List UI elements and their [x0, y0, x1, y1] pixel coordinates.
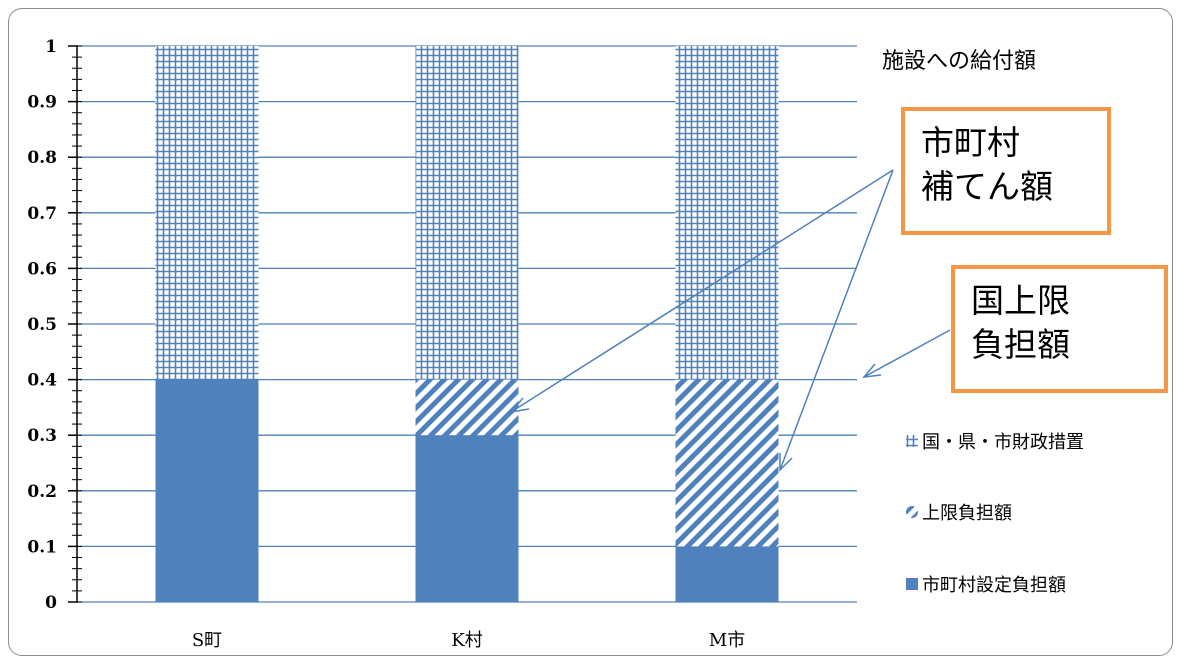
y-axis: [68, 45, 82, 603]
legend-swatch: [906, 578, 918, 590]
arrowhead-callout1-to-k: [509, 397, 530, 414]
y-tick-label: 0.7: [27, 204, 57, 224]
y-tick-label: 0.9: [27, 93, 57, 113]
y-tick-label: 0.8: [27, 148, 57, 168]
bar-segment: [675, 546, 779, 602]
x-category-label: S町: [192, 630, 222, 651]
callout1-line2: 補てん額: [921, 167, 1053, 206]
y-tick-labels: 0 0.1 0.2 0.3 0.4 0.5 0.6 0.7 0.8 0.9 1: [27, 37, 57, 613]
y-tick-label: 0.4: [27, 371, 57, 391]
callout-municipal-subsidy: 市町村 補てん額: [901, 107, 1111, 235]
bar-segment: [415, 435, 519, 602]
y-tick-label: 0.5: [27, 315, 57, 335]
legend-label: 上限負担額: [922, 503, 1012, 524]
bar-segment: [155, 379, 259, 602]
arrowhead-callout2: [862, 363, 882, 378]
arrow-callout1-to-m: [779, 169, 894, 471]
x-category-label: M市: [709, 630, 745, 651]
arrowhead-callout1-to-m: [779, 453, 793, 472]
annotation-arrows: [509, 169, 951, 472]
bar-segment: [415, 46, 519, 380]
legend-label: 市町村設定負担額: [922, 575, 1066, 596]
callout2-line2: 負担額: [971, 325, 1070, 364]
legend-label: 国・県・市財政措置: [922, 432, 1084, 453]
callout2-line1: 国上限: [971, 281, 1070, 320]
legend-swatch: [906, 506, 918, 518]
bar-segment: [415, 379, 519, 436]
arrow-callout1-to-k: [510, 169, 894, 413]
y-tick-label: 0: [45, 593, 57, 613]
y-tick-label: 0.2: [27, 482, 57, 502]
bar-segment: [675, 46, 779, 380]
y-tick-label: 1: [45, 37, 57, 57]
callout-national-cap: 国上限 負担額: [951, 265, 1168, 393]
y-tick-label: 0.1: [27, 537, 57, 557]
bars: [155, 46, 779, 602]
legend-swatch: [906, 435, 918, 447]
y-tick-label: 0.6: [27, 259, 57, 279]
bar-segment: [155, 46, 259, 380]
y-tick-label: 0.3: [27, 426, 57, 446]
x-category-label: K村: [451, 630, 482, 651]
bar-segment: [675, 379, 779, 547]
arrow-callout2: [863, 329, 951, 378]
chart-title: 施設への給付額: [882, 49, 1036, 74]
callout1-line1: 市町村: [921, 123, 1020, 162]
category-labels: S町 K村 M市: [192, 630, 745, 651]
